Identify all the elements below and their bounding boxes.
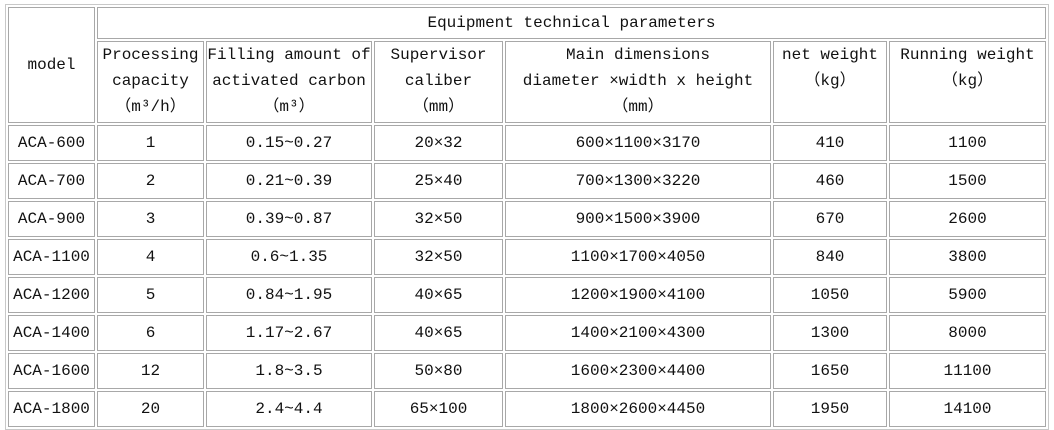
column-header-line: diameter ×width x height	[522, 72, 754, 90]
column-header-line: （kg）	[941, 72, 994, 90]
column-header-line: （mm）	[412, 98, 465, 116]
header-row: model Equipment technical parameters	[8, 7, 1046, 123]
main-dimensions-cell: 1100×1700×4050	[505, 239, 771, 275]
net-weight-cell: 1650	[773, 353, 887, 389]
supervisor-caliber-cell: 40×65	[374, 277, 503, 313]
table-row: ACA-1400 6 1.17~2.67 40×65 1400×2100×4300 130…	[8, 315, 1046, 351]
supervisor-caliber-cell: 25×40	[374, 163, 503, 199]
running-weight-cell: 11100	[889, 353, 1046, 389]
net-weight-cell: 1050	[773, 277, 887, 313]
column-header-processing-capacity: Processing capacity （m³/h）	[97, 41, 204, 123]
model-cell: ACA-1200	[8, 277, 95, 313]
column-header-net-weight: net weight （kg）	[773, 41, 887, 123]
running-weight-cell: 1500	[889, 163, 1046, 199]
column-header-line: Supervisor	[390, 46, 487, 64]
main-dimensions-cell: 1600×2300×4400	[505, 353, 771, 389]
main-dimensions-cell: 900×1500×3900	[505, 201, 771, 237]
group-header: Equipment technical parameters	[97, 7, 1046, 39]
supervisor-caliber-cell: 50×80	[374, 353, 503, 389]
main-dimensions-cell: 600×1100×3170	[505, 125, 771, 161]
table-row: ACA-900 3 0.39~0.87 32×50 900×1500×3900 670 26…	[8, 201, 1046, 237]
table-row: ACA-1100 4 0.6~1.35 32×50 1100×1700×4050 840 3…	[8, 239, 1046, 275]
main-dimensions-cell: 1200×1900×4100	[505, 277, 771, 313]
net-weight-cell: 410	[773, 125, 887, 161]
filling-amount-cell: 0.84~1.95	[206, 277, 372, 313]
model-cell: ACA-700	[8, 163, 95, 199]
column-header-main-dimensions: Main dimensions diameter ×width x height （…	[505, 41, 771, 123]
processing-capacity-cell: 5	[97, 277, 204, 313]
main-dimensions-cell: 700×1300×3220	[505, 163, 771, 199]
net-weight-cell: 460	[773, 163, 887, 199]
column-header-supervisor-caliber: Supervisor caliber （mm）	[374, 41, 503, 123]
filling-amount-cell: 0.15~0.27	[206, 125, 372, 161]
model-cell: ACA-1100	[8, 239, 95, 275]
column-header-line: caliber	[404, 72, 473, 90]
processing-capacity-cell: 1	[97, 125, 204, 161]
column-header-line: （m³/h）	[115, 98, 186, 116]
model-cell: ACA-1600	[8, 353, 95, 389]
table-row: ACA-700 2 0.21~0.39 25×40 700×1300×3220 460 15…	[8, 163, 1046, 199]
filling-amount-cell: 1.17~2.67	[206, 315, 372, 351]
filling-amount-cell: 0.21~0.39	[206, 163, 372, 199]
processing-capacity-cell: 2	[97, 163, 204, 199]
model-cell: ACA-900	[8, 201, 95, 237]
filling-amount-cell: 1.8~3.5	[206, 353, 372, 389]
column-header-line: capacity	[112, 72, 189, 90]
running-weight-cell: 8000	[889, 315, 1046, 351]
column-header-line: activated carbon	[212, 72, 366, 90]
column-header-row: Processing capacity （m³/h） Filling amount o…	[8, 41, 1046, 123]
table-row: ACA-1200 5 0.84~1.95 40×65 1200×1900×4100 105…	[8, 277, 1046, 313]
supervisor-caliber-cell: 32×50	[374, 201, 503, 237]
column-header-line: （kg）	[804, 72, 856, 90]
supervisor-caliber-cell: 32×50	[374, 239, 503, 275]
supervisor-caliber-cell: 40×65	[374, 315, 503, 351]
model-header: model	[8, 7, 95, 123]
column-header-line: net weight	[781, 46, 878, 64]
net-weight-cell: 670	[773, 201, 887, 237]
column-header-line: Filling amount of	[207, 46, 371, 64]
column-header-filling-amount: Filling amount of activated carbon （m³）	[206, 41, 372, 123]
filling-amount-cell: 0.6~1.35	[206, 239, 372, 275]
net-weight-cell: 1300	[773, 315, 887, 351]
running-weight-cell: 1100	[889, 125, 1046, 161]
processing-capacity-cell: 12	[97, 353, 204, 389]
column-header-line: （m³）	[263, 98, 315, 116]
running-weight-cell: 5900	[889, 277, 1046, 313]
running-weight-cell: 2600	[889, 201, 1046, 237]
net-weight-cell: 840	[773, 239, 887, 275]
filling-amount-cell: 0.39~0.87	[206, 201, 372, 237]
processing-capacity-cell: 4	[97, 239, 204, 275]
main-dimensions-cell: 1400×2100×4300	[505, 315, 771, 351]
column-header-line: Main dimensions	[565, 46, 711, 64]
model-cell: ACA-1400	[8, 315, 95, 351]
table-row: ACA-1600 12 1.8~3.5 50×80 1600×2300×4400 1650…	[8, 353, 1046, 389]
processing-capacity-cell: 6	[97, 315, 204, 351]
model-cell: ACA-600	[8, 125, 95, 161]
column-header-line: Processing	[102, 46, 199, 64]
equipment-parameters-table: model Equipment technical parameters Pro…	[5, 4, 1049, 430]
column-header-running-weight: Running weight （kg）	[889, 41, 1046, 123]
running-weight-cell: 3800	[889, 239, 1046, 275]
supervisor-caliber-cell: 20×32	[374, 125, 503, 161]
column-header-line: （mm）	[612, 98, 664, 116]
processing-capacity-cell: 3	[97, 201, 204, 237]
table-row: ACA-600 1 0.15~0.27 20×32 600×1100×3170 410 11…	[8, 125, 1046, 161]
column-header-line: Running weight	[900, 46, 1035, 64]
